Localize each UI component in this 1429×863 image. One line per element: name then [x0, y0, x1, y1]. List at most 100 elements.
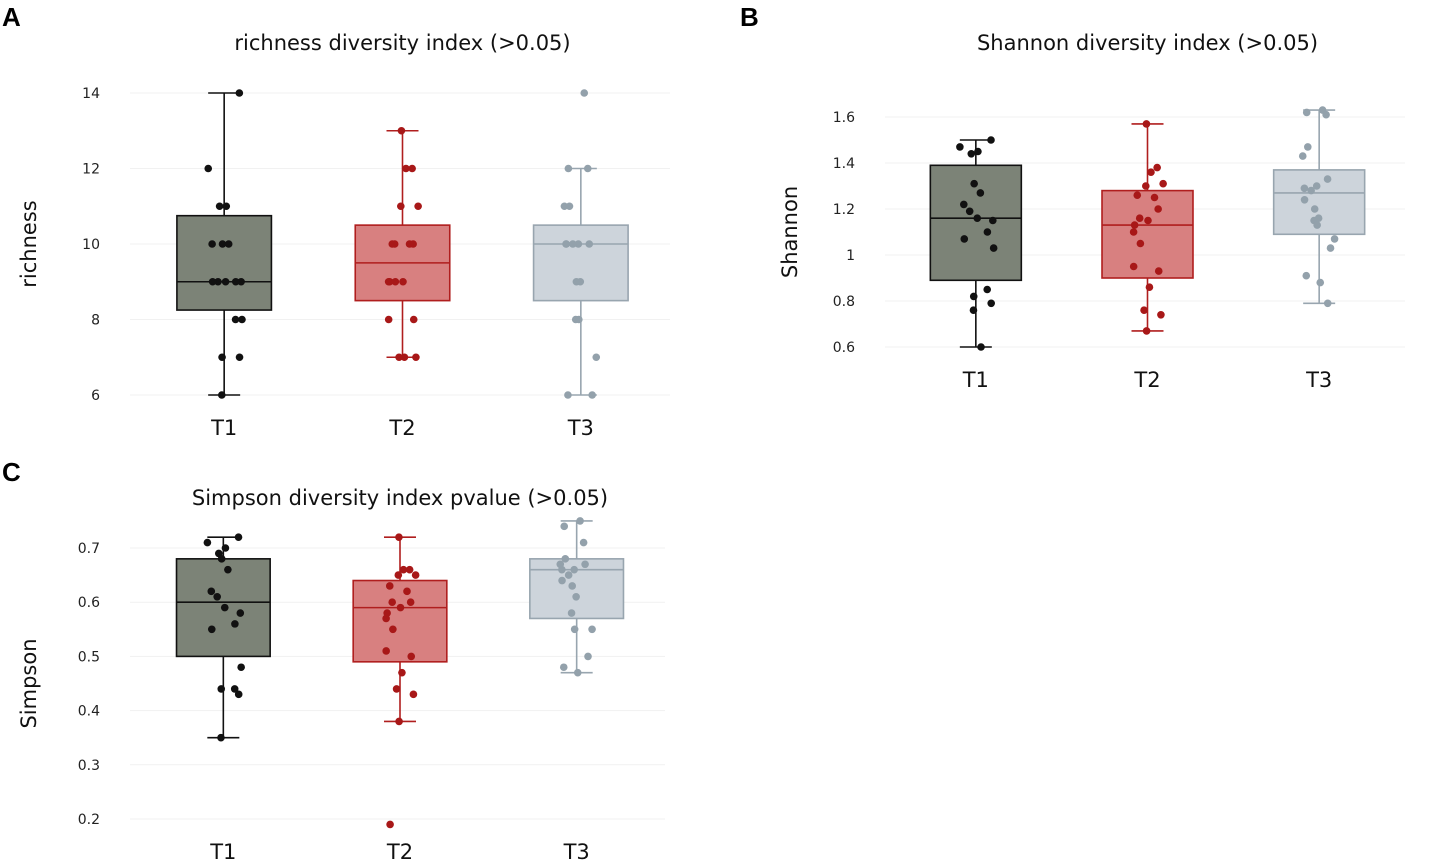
data-point — [207, 587, 216, 596]
x-tick-label: T2 — [386, 840, 413, 863]
data-point — [1154, 205, 1162, 213]
data-point — [391, 277, 400, 286]
chart-title: Shannon diversity index (>0.05) — [977, 31, 1318, 55]
data-point — [1147, 168, 1155, 176]
box-iqr — [1101, 189, 1194, 279]
data-point — [389, 625, 397, 634]
data-point — [970, 179, 978, 188]
box-group-t2 — [1101, 120, 1194, 335]
data-point — [1302, 108, 1311, 117]
data-point — [217, 685, 226, 693]
data-point — [1142, 182, 1150, 190]
data-point — [983, 285, 992, 294]
data-point — [1136, 239, 1145, 248]
chart-title: richness diversity index (>0.05) — [234, 31, 570, 55]
data-point — [405, 565, 414, 574]
data-point — [235, 89, 244, 97]
data-point — [1140, 306, 1148, 315]
data-point — [1129, 228, 1138, 236]
data-point — [213, 592, 221, 601]
y-tick-label: 1.2 — [833, 202, 855, 218]
data-point — [217, 733, 225, 742]
data-point — [1310, 205, 1319, 213]
x-tick-label: T1 — [209, 840, 236, 863]
data-point — [409, 690, 418, 699]
data-point — [394, 571, 403, 579]
box-iqr — [529, 558, 625, 620]
x-tick-label: T2 — [388, 416, 415, 440]
y-axis-label: richness — [17, 200, 41, 287]
data-point — [221, 544, 230, 552]
data-point — [965, 207, 974, 216]
data-point — [572, 592, 580, 601]
data-point — [385, 582, 394, 590]
data-point — [384, 315, 393, 324]
data-point — [414, 202, 422, 211]
data-point — [382, 647, 390, 655]
x-tick-label: T1 — [210, 416, 237, 440]
data-point — [395, 533, 403, 541]
x-tick-label: T1 — [962, 368, 989, 392]
y-tick-label: 14 — [82, 86, 100, 102]
data-point — [969, 306, 978, 315]
box-iqr — [176, 214, 273, 311]
data-point — [234, 533, 243, 541]
data-point — [1142, 120, 1151, 128]
data-point — [403, 587, 411, 596]
data-point — [1322, 110, 1330, 119]
data-point — [983, 228, 992, 236]
data-point — [396, 603, 405, 612]
data-point — [406, 598, 415, 606]
data-point — [989, 216, 997, 225]
data-point — [967, 150, 976, 158]
data-point — [400, 353, 409, 362]
data-point — [1133, 191, 1142, 199]
data-point — [575, 315, 583, 324]
data-point — [561, 555, 570, 563]
box-group-t1 — [176, 89, 273, 399]
data-point — [573, 668, 582, 677]
y-tick-label: 0.2 — [78, 812, 100, 828]
data-point — [218, 353, 226, 362]
data-point — [584, 652, 592, 661]
data-point — [234, 690, 243, 699]
data-point — [987, 299, 996, 308]
data-point — [974, 147, 982, 156]
data-point — [384, 277, 393, 286]
data-point — [558, 565, 566, 574]
y-tick-label: 1.4 — [833, 156, 855, 172]
data-point — [1145, 283, 1154, 292]
data-point — [409, 240, 417, 248]
data-point — [560, 522, 569, 531]
panel-letter-b: B — [740, 2, 759, 32]
y-tick-label: 0.6 — [833, 340, 855, 356]
data-point — [1129, 262, 1138, 271]
data-point — [1300, 196, 1309, 204]
data-point — [588, 391, 596, 399]
x-tick-label: T3 — [567, 416, 594, 440]
data-point — [218, 240, 227, 248]
y-tick-label: 0.6 — [78, 595, 100, 611]
data-point — [411, 571, 420, 579]
data-point — [559, 663, 568, 672]
y-axis-label: Simpson — [17, 638, 41, 728]
panel-b: B Shannon diversity index (>0.05) Shannon… — [735, 0, 1429, 450]
y-axis-label: Shannon — [778, 186, 802, 278]
data-point — [576, 517, 584, 525]
data-point — [1298, 152, 1307, 160]
box-group-t1 — [175, 533, 271, 742]
y-tick-label: 10 — [82, 237, 100, 253]
data-point — [386, 820, 394, 829]
data-point — [230, 685, 239, 693]
box-group-t3 — [532, 89, 629, 399]
data-point — [395, 353, 403, 362]
data-point — [217, 555, 226, 563]
box-group-t1 — [929, 136, 1023, 351]
data-point — [1307, 186, 1315, 195]
data-point — [558, 576, 566, 585]
data-point — [1313, 221, 1321, 229]
data-point — [1302, 271, 1311, 280]
data-point — [1316, 278, 1325, 287]
data-point — [1153, 163, 1161, 172]
data-point — [959, 200, 968, 209]
